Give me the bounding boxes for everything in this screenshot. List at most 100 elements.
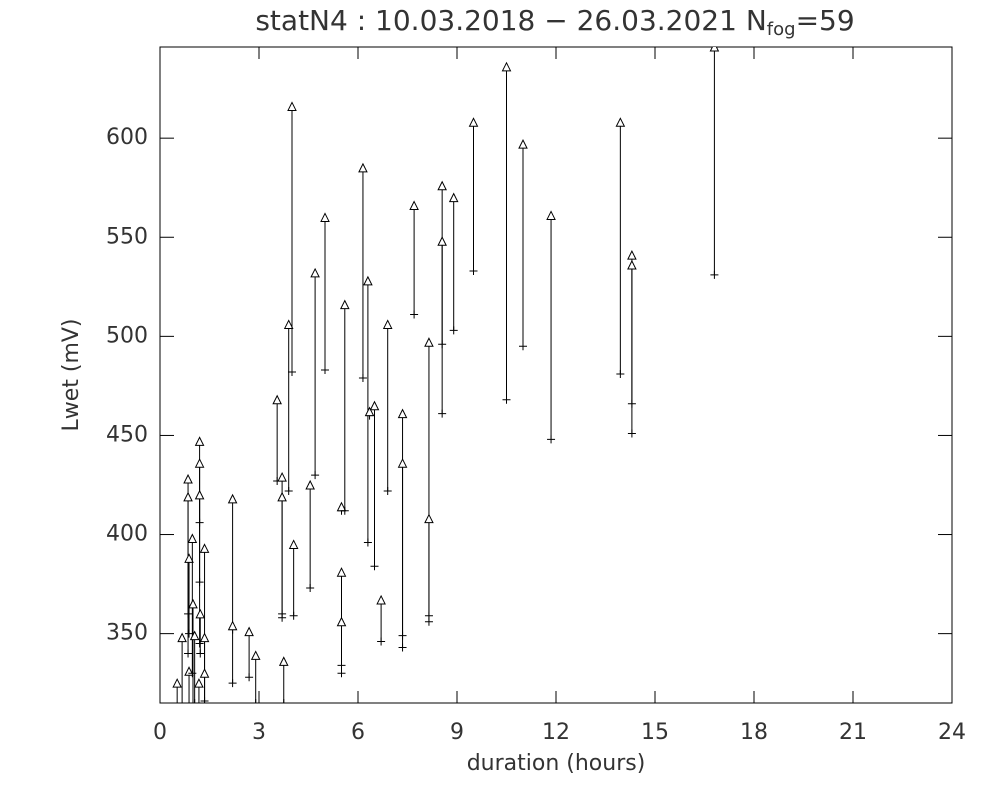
high-marker [424,513,434,524]
high-marker [358,162,368,173]
low-marker [311,471,320,480]
title-subscript: fog [767,19,796,40]
x-tick-label: 12 [542,720,570,745]
high-marker [195,608,206,619]
high-marker [189,630,200,641]
high-marker [272,394,282,405]
high-marker [287,101,297,111]
low-marker [438,340,447,349]
low-marker [195,639,204,648]
high-marker [363,275,373,286]
high-marker [172,678,182,688]
title-main: statN4 : 10.03.2018 − 26.03.2021 N [255,4,766,37]
low-marker [363,538,372,547]
low-marker [184,649,193,658]
low-marker [201,719,209,727]
high-marker [501,61,512,72]
y-axis-label: Lwet (mV) [59,318,84,431]
low-marker [289,611,298,620]
low-marker [424,611,433,620]
high-marker [227,620,238,631]
low-marker [398,643,407,652]
high-marker [364,406,375,417]
high-marker [194,489,205,500]
low-marker [519,342,527,351]
high-marker [409,200,419,211]
low-marker [547,435,556,444]
low-marker [398,631,407,640]
y-tick-label: 500 [106,323,148,348]
low-marker [173,719,181,727]
low-marker [201,719,209,727]
x-axis-label: duration (hours) [467,751,646,776]
high-marker [709,47,720,52]
high-marker [468,117,479,127]
y-tick-label: 450 [106,422,148,447]
low-marker [710,270,719,279]
low-marker [370,562,379,571]
high-marker [194,458,205,468]
high-marker [382,319,393,329]
low-marker [306,584,315,593]
high-marker [199,543,210,553]
high-marker [615,117,626,127]
y-tick-label: 350 [106,621,148,646]
high-marker [199,668,210,678]
x-tick-label: 15 [641,720,669,745]
high-marker [336,616,347,627]
high-marker [627,249,637,260]
high-marker [194,678,204,688]
chart-title: statN4 : 10.03.2018 − 26.03.2021 Nfog=59 [255,4,854,40]
high-marker [183,473,193,484]
high-marker [250,650,261,660]
high-marker [184,553,194,563]
high-marker [518,138,528,149]
low-marker [410,310,419,319]
high-marker [627,259,637,270]
y-tick-label: 400 [106,522,148,547]
low-marker [196,649,205,658]
low-marker [288,368,296,377]
low-marker [616,370,625,379]
high-marker [546,210,556,220]
high-marker [448,192,459,203]
x-tick-label: 3 [252,720,266,745]
high-marker [397,458,408,468]
x-tick-label: 24 [938,720,966,745]
low-marker [279,699,288,703]
low-marker [284,486,293,495]
high-marker [227,493,238,504]
high-marker [376,594,386,605]
high-marker [194,436,205,446]
title-suffix: =59 [796,4,855,37]
low-marker [190,699,199,703]
low-marker [438,409,447,418]
low-marker [627,429,636,438]
low-marker [449,326,458,335]
low-marker [627,399,636,408]
low-marker [337,669,346,678]
high-marker [288,539,299,549]
y-tick-label: 550 [106,224,148,249]
low-marker [178,719,186,727]
high-marker [305,479,315,490]
high-marker [310,267,320,278]
high-marker [424,337,434,347]
low-marker [321,366,329,375]
low-marker [195,719,203,727]
high-marker [369,400,380,411]
low-marker [189,719,197,727]
low-marker [228,679,237,688]
low-marker [185,629,194,638]
low-marker [185,719,193,727]
high-marker [187,533,198,544]
x-tick-label: 0 [153,720,167,745]
low-marker [383,486,392,495]
high-marker [177,632,187,643]
high-marker [437,180,447,191]
low-marker [340,506,349,515]
low-marker [184,609,193,618]
high-marker [188,598,198,609]
high-marker [183,491,193,502]
high-marker [339,299,350,310]
